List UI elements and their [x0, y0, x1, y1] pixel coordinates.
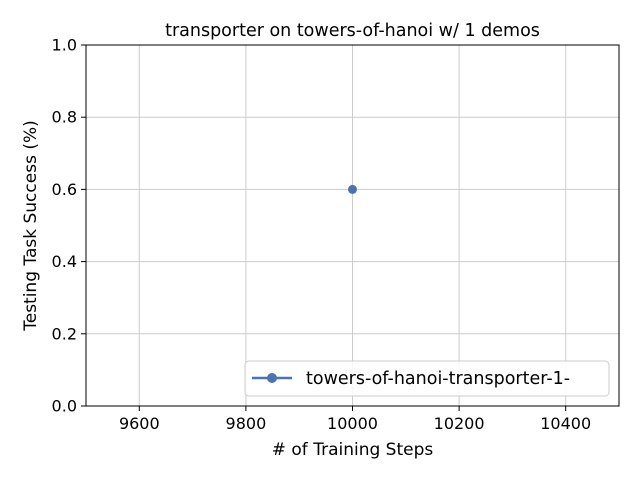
x-axis-title: # of Training Steps	[272, 440, 434, 460]
y-tick-label: 0.6	[52, 180, 77, 199]
legend-label: towers-of-hanoi-transporter-1-	[306, 369, 570, 389]
x-tick-label: 9600	[119, 414, 160, 433]
y-tick-label: 0.0	[52, 397, 77, 416]
grid	[86, 44, 619, 407]
legend-box	[244, 360, 610, 397]
x-tick-label: 10400	[540, 414, 591, 433]
y-axis-ticks: 0.0 0.2 0.4 0.6 0.8 1.0	[52, 36, 86, 416]
legend: towers-of-hanoi-transporter-1-	[244, 360, 610, 397]
y-tick-label: 0.8	[52, 108, 77, 127]
x-axis-ticks: 9600 9800 10000 10200 10400	[119, 406, 591, 433]
series-layer	[348, 184, 357, 194]
data-point	[348, 184, 357, 194]
chart-title: transporter on towers-of-hanoi w/ 1 demo…	[165, 21, 540, 41]
x-tick-label: 10000	[327, 414, 378, 433]
y-tick-label: 0.2	[52, 324, 77, 343]
x-tick-label: 10200	[434, 414, 485, 433]
legend-marker-sample	[267, 373, 277, 383]
y-tick-label: 1.0	[52, 36, 77, 55]
y-tick-label: 0.4	[52, 252, 77, 271]
y-axis-title: Testing Task Success (%)	[21, 120, 41, 332]
x-tick-label: 9800	[226, 414, 267, 433]
